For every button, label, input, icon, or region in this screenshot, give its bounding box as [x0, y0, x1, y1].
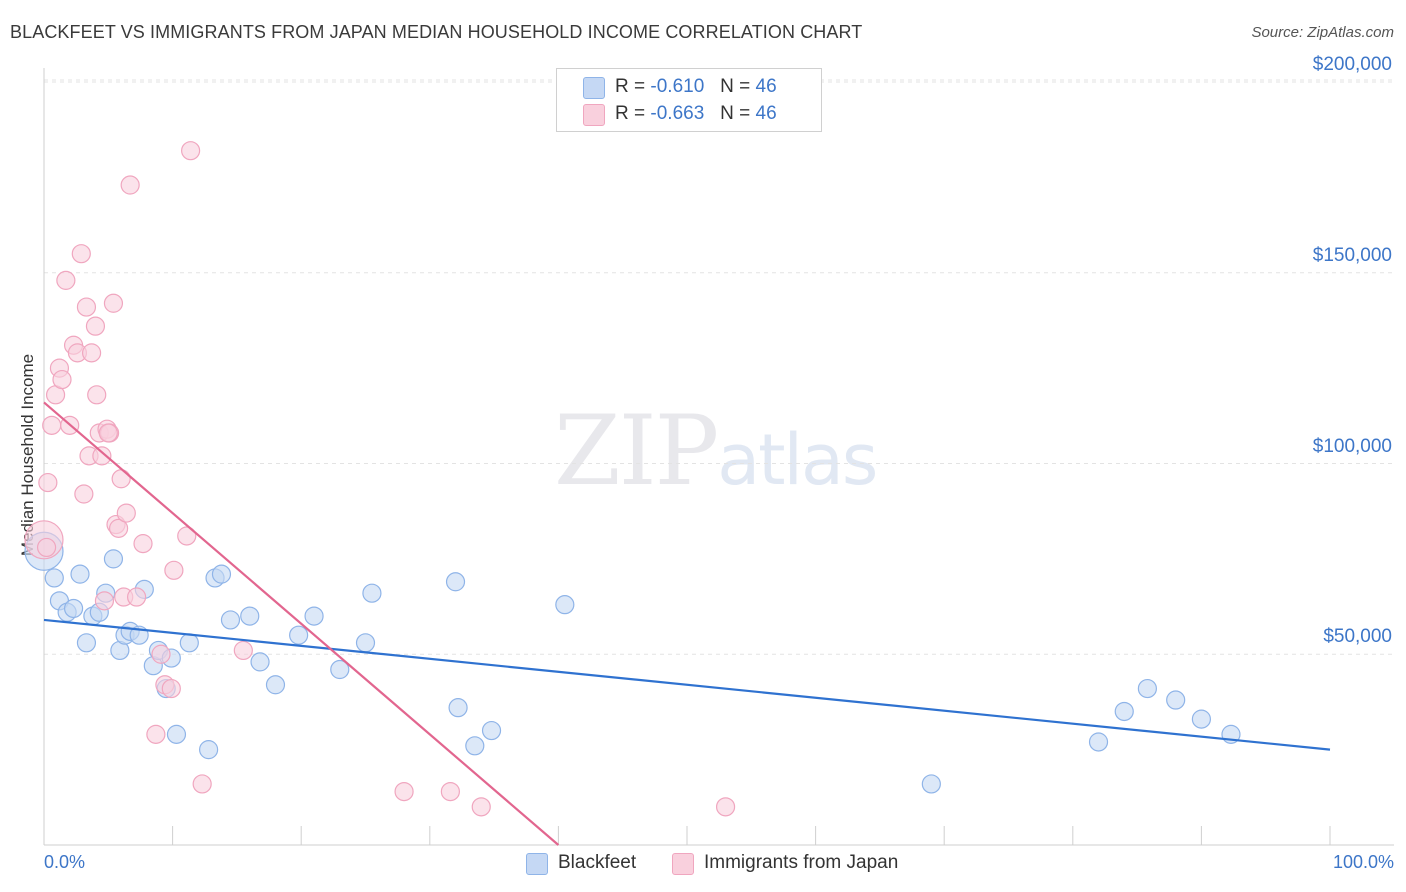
japan-point — [38, 472, 58, 493]
japan-point — [181, 141, 201, 161]
japan-point — [146, 724, 166, 744]
r-value: -0.610 — [650, 76, 705, 97]
blackfeet-swatch — [526, 853, 548, 875]
blackfeet-point — [362, 583, 382, 603]
y-tick-label: $100,000 — [1312, 435, 1392, 457]
y-tick-label: $200,000 — [1312, 54, 1392, 75]
blackfeet-point — [1088, 732, 1109, 752]
japan-point — [126, 587, 147, 607]
r-value: -0.663 — [650, 103, 705, 124]
blackfeet-point — [220, 610, 241, 630]
japan-point — [133, 534, 153, 554]
japan-point — [81, 343, 102, 363]
japan-point — [42, 415, 62, 435]
legend-label: Blackfeet — [558, 852, 637, 873]
r-label: R = — [615, 76, 646, 97]
chart-source: Source: ZipAtlas.com — [1251, 24, 1394, 41]
blackfeet-point — [250, 652, 270, 672]
y-tick-label: $150,000 — [1312, 244, 1392, 266]
blackfeet-point — [481, 720, 502, 741]
japan-point — [120, 175, 140, 195]
blackfeet-point — [330, 659, 350, 680]
blackfeet-point — [304, 606, 324, 626]
japan-point — [233, 640, 253, 661]
japan-point — [92, 446, 112, 466]
blackfeet-point — [465, 736, 485, 756]
n-label: N = — [720, 103, 751, 124]
blackfeet-point — [1137, 678, 1157, 699]
japan-point — [52, 369, 72, 390]
blackfeet-point — [1191, 709, 1212, 729]
n-label: N = — [720, 76, 751, 97]
blackfeet-point — [76, 633, 97, 653]
chart-title: BLACKFEET VS IMMIGRANTS FROM JAPAN MEDIA… — [10, 22, 863, 42]
blackfeet-point — [445, 572, 466, 592]
blackfeet-point — [1166, 690, 1186, 710]
japan-point — [74, 484, 94, 504]
x-tick-label: 100.0% — [1332, 852, 1394, 872]
japan-point — [151, 644, 171, 664]
watermark: ZIPatlas — [554, 395, 878, 507]
japan-point — [440, 781, 460, 802]
legend-label: Immigrants from Japan — [704, 852, 899, 873]
japan-point — [116, 503, 136, 523]
n-value: 46 — [755, 76, 777, 97]
japan-point — [87, 385, 107, 405]
r-label: R = — [615, 103, 646, 124]
blackfeet-point — [289, 625, 309, 645]
blackfeet-point — [103, 549, 124, 569]
blackfeet-swatch — [583, 77, 605, 99]
japan-point — [471, 797, 491, 817]
japan-point — [94, 591, 115, 611]
watermark-atlas: atlas — [717, 419, 878, 501]
japan-point — [192, 774, 212, 794]
x-tick-label: 0.0% — [44, 852, 86, 872]
japan-point — [161, 678, 181, 699]
japan-swatch — [583, 104, 605, 126]
japan-trend-line — [43, 401, 560, 846]
japan-point — [111, 469, 131, 489]
stats-legend: R = -0.610 N = 46 R = -0.663 N = 46 — [556, 68, 822, 132]
blackfeet-point — [448, 698, 468, 718]
japan-point — [98, 423, 118, 443]
japan-point — [71, 244, 91, 264]
watermark-zip: ZIP — [554, 395, 719, 507]
blackfeet-point — [63, 598, 84, 619]
blackfeet-point — [70, 564, 90, 584]
japan-point — [36, 537, 57, 558]
blackfeet-point — [1114, 701, 1134, 722]
blackfeet-point — [179, 633, 199, 653]
blackfeet-point — [555, 595, 575, 615]
japan-point — [108, 518, 129, 538]
japan-point — [164, 560, 184, 580]
japan-point — [85, 316, 106, 336]
blackfeet-point — [240, 606, 260, 626]
blackfeet-point — [921, 774, 941, 794]
blackfeet-point — [166, 724, 187, 744]
japan-point — [715, 797, 736, 817]
japan-point — [394, 781, 414, 802]
y-tick-label: $50,000 — [1323, 626, 1392, 648]
japan-point — [103, 293, 124, 313]
japan-point — [177, 526, 197, 546]
blackfeet-point — [199, 740, 219, 760]
japan-swatch — [672, 853, 694, 875]
japan-point — [76, 297, 97, 317]
blackfeet-point — [355, 633, 376, 653]
n-value: 46 — [755, 103, 777, 124]
blackfeet-point — [265, 675, 286, 695]
blackfeet-point — [211, 564, 232, 584]
japan-point — [56, 270, 76, 290]
blackfeet-trend-line — [43, 618, 1331, 751]
blackfeet-point — [44, 568, 64, 588]
